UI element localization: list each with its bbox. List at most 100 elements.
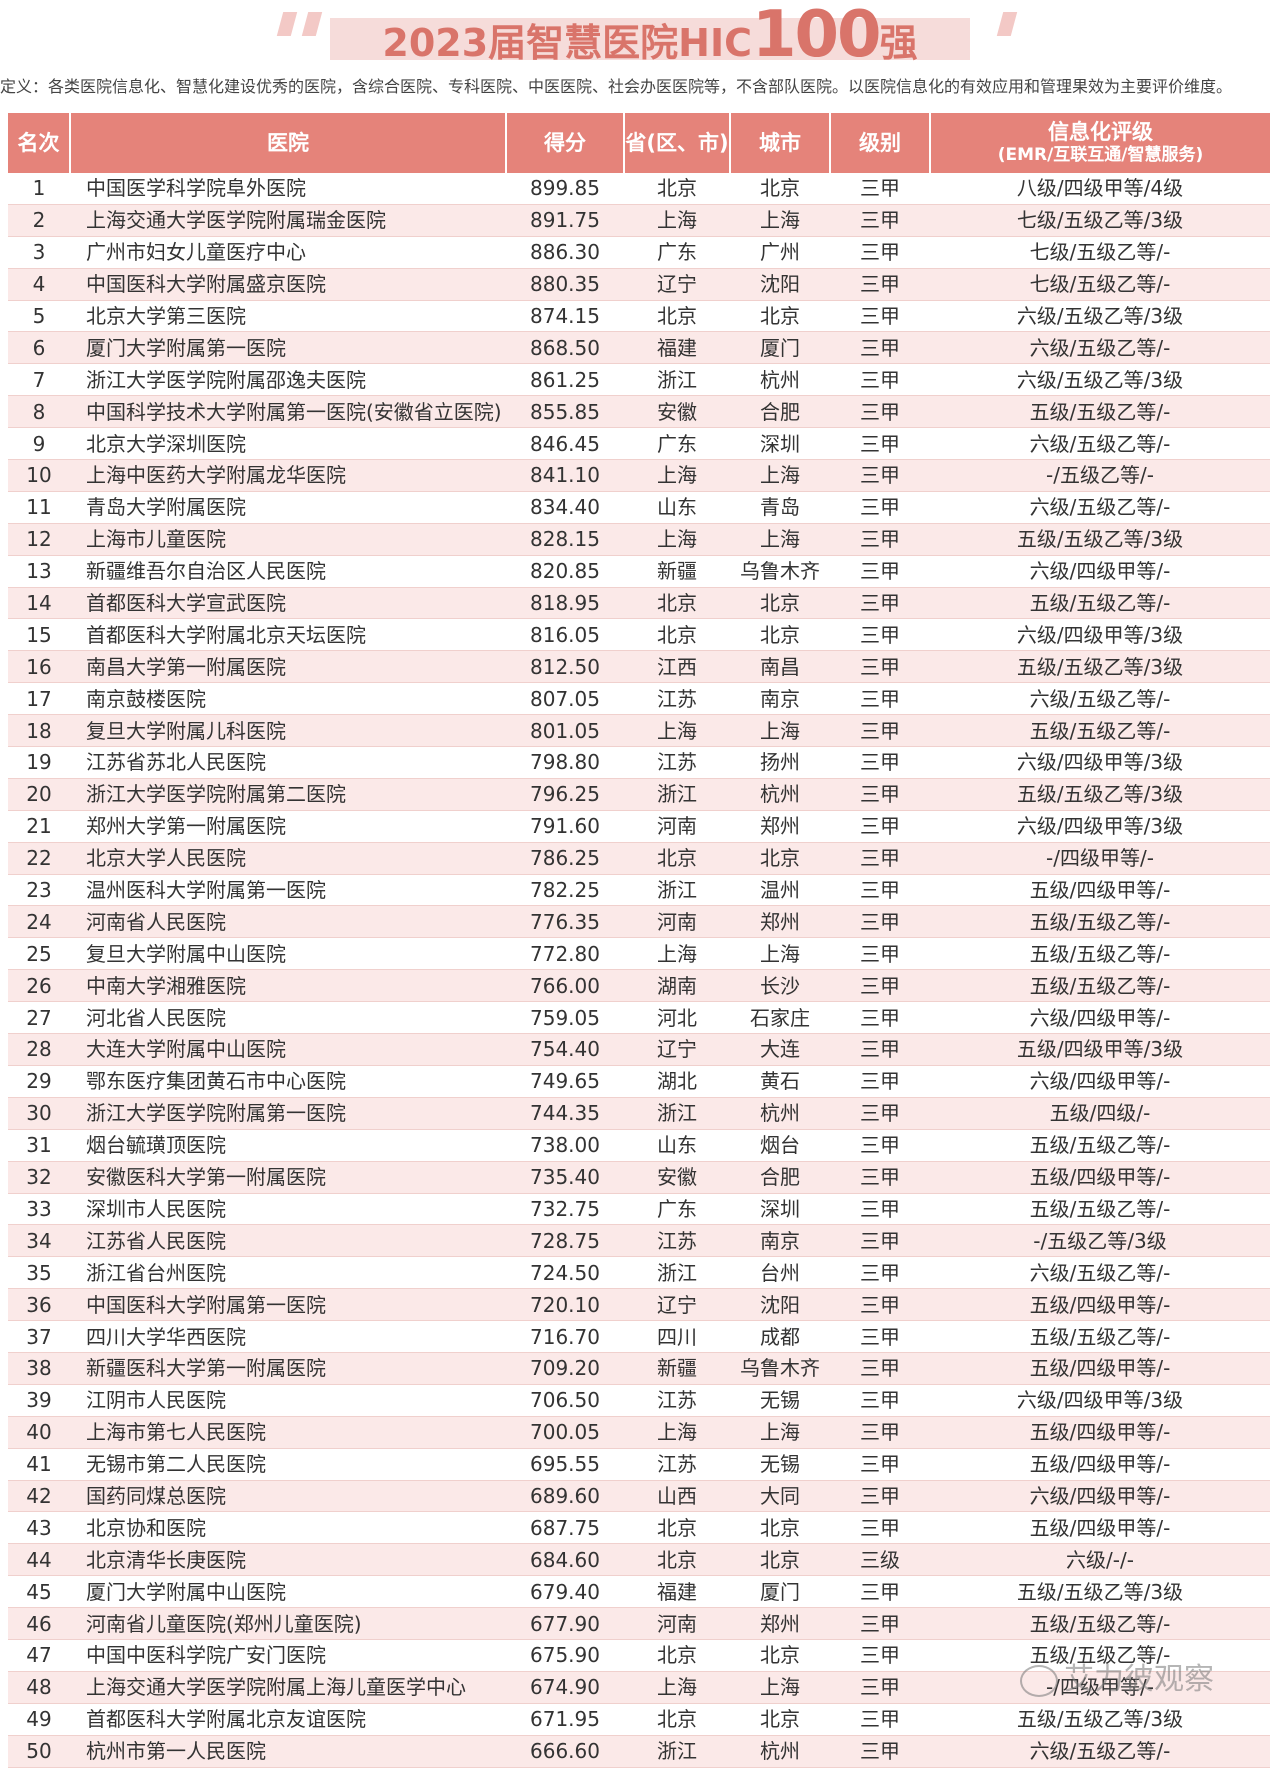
score-cell: 759.05 <box>506 1001 624 1035</box>
table-row: 39 江阴市人民医院 706.50 江苏 无锡 三甲 六级/四级甲等/3级 <box>8 1384 1270 1417</box>
rank-cell: 39 <box>8 1384 70 1417</box>
province-cell: 新疆 <box>624 555 730 588</box>
score-cell: 868.50 <box>506 331 624 365</box>
hospital-cell: 河南省儿童医院(郑州儿童医院) <box>70 1607 506 1640</box>
table-row: 25 复旦大学附属中山医院 772.80 上海 上海 三甲 五级/五级乙等/- <box>8 937 1270 971</box>
level-cell: 三甲 <box>830 618 930 652</box>
rank-cell: 36 <box>8 1288 70 1322</box>
level-cell: 三甲 <box>830 1065 930 1098</box>
table-row: 31 烟台毓璜顶医院 738.00 山东 烟台 三甲 五级/五级乙等/- <box>8 1129 1270 1162</box>
province-cell: 上海 <box>624 714 730 748</box>
rank-cell: 33 <box>8 1193 70 1226</box>
score-cell: 709.20 <box>506 1352 624 1385</box>
level-cell: 三甲 <box>830 1384 930 1417</box>
rating-cell: 五级/五级乙等/- <box>930 395 1270 429</box>
hospital-cell: 四川大学华西医院 <box>70 1320 506 1353</box>
city-cell: 北京 <box>730 1511 830 1545</box>
table-row: 8 中国科学技术大学附属第一医院(安徽省立医院) 855.85 安徽 合肥 三甲 五级/五级… <box>8 395 1270 429</box>
score-cell: 841.10 <box>506 459 624 492</box>
table-row: 28 大连大学附属中山医院 754.40 辽宁 大连 三甲 五级/四级甲等/3级 <box>8 1033 1270 1066</box>
hospital-cell: 深圳市人民医院 <box>70 1193 506 1226</box>
level-cell: 三甲 <box>830 714 930 748</box>
hospital-cell: 中国医科大学附属第一医院 <box>70 1288 506 1322</box>
level-cell: 三甲 <box>830 1193 930 1226</box>
rating-cell: 五级/五级乙等/- <box>930 587 1270 620</box>
hospital-cell: 上海市第七人民医院 <box>70 1416 506 1449</box>
score-cell: 732.75 <box>506 1193 624 1226</box>
rank-cell: 38 <box>8 1352 70 1385</box>
level-cell: 三甲 <box>830 1224 930 1258</box>
level-cell: 三甲 <box>830 1033 930 1066</box>
city-cell: 南昌 <box>730 650 830 684</box>
table-row: 9 北京大学深圳医院 846.45 广东 深圳 三甲 六级/五级乙等/- <box>8 427 1270 461</box>
rating-cell: 六级/四级甲等/3级 <box>930 746 1270 779</box>
rating-cell: 五级/四级甲等/- <box>930 1288 1270 1322</box>
table-row: 34 江苏省人民医院 728.75 江苏 南京 三甲 -/五级乙等/3级 <box>8 1224 1270 1258</box>
score-cell: 671.95 <box>506 1703 624 1736</box>
table-row: 50 杭州市第一人民医院 666.60 浙江 杭州 三甲 六级/五级乙等/- <box>8 1735 1270 1768</box>
rank-cell: 43 <box>8 1511 70 1545</box>
table-row: 48 上海交通大学医学院附属上海儿童医学中心 674.90 上海 上海 三甲 -/四级甲等/… <box>8 1671 1270 1704</box>
rank-cell: 13 <box>8 555 70 588</box>
rating-cell: 六级/五级乙等/3级 <box>930 300 1270 333</box>
level-cell: 三甲 <box>830 1735 930 1768</box>
score-cell: 738.00 <box>506 1129 624 1162</box>
score-cell: 677.90 <box>506 1607 624 1640</box>
city-cell: 上海 <box>730 523 830 556</box>
level-cell: 三甲 <box>830 1416 930 1449</box>
score-cell: 700.05 <box>506 1416 624 1449</box>
table-row: 16 南昌大学第一附属医院 812.50 江西 南昌 三甲 五级/五级乙等/3级 <box>8 650 1270 684</box>
city-cell: 南京 <box>730 682 830 716</box>
table-row: 43 北京协和医院 687.75 北京 北京 三甲 五级/四级甲等/- <box>8 1511 1270 1545</box>
rank-cell: 31 <box>8 1129 70 1162</box>
province-cell: 北京 <box>624 842 730 875</box>
level-cell: 三甲 <box>830 746 930 779</box>
hospital-cell: 首都医科大学附属北京天坛医院 <box>70 618 506 652</box>
level-cell: 三甲 <box>830 1639 930 1672</box>
table-row: 38 新疆医科大学第一附属医院 709.20 新疆 乌鲁木齐 三甲 五级/四级甲等/- <box>8 1352 1270 1385</box>
rating-cell: 六级/四级甲等/3级 <box>930 1384 1270 1417</box>
rating-cell: 六级/五级乙等/3级 <box>930 363 1270 397</box>
rating-cell: 五级/五级乙等/- <box>930 969 1270 1003</box>
rating-cell: 五级/五级乙等/- <box>930 1193 1270 1226</box>
level-cell: 三甲 <box>830 555 930 588</box>
city-cell: 无锡 <box>730 1448 830 1481</box>
province-cell: 湖南 <box>624 969 730 1003</box>
rank-cell: 19 <box>8 746 70 779</box>
score-cell: 772.80 <box>506 937 624 971</box>
city-cell: 上海 <box>730 1671 830 1704</box>
header-rating-label: 信息化评级 <box>1048 120 1153 144</box>
rank-cell: 23 <box>8 874 70 907</box>
hospital-cell: 中国医学科学院阜外医院 <box>70 173 506 205</box>
hospital-cell: 江苏省人民医院 <box>70 1224 506 1258</box>
province-cell: 河南 <box>624 1607 730 1640</box>
table-row: 17 南京鼓楼医院 807.05 江苏 南京 三甲 六级/五级乙等/- <box>8 682 1270 716</box>
rating-cell: 六级/-/- <box>930 1543 1270 1577</box>
hospital-cell: 中国医科大学附属盛京医院 <box>70 268 506 301</box>
city-cell: 上海 <box>730 204 830 237</box>
province-cell: 河南 <box>624 810 730 843</box>
rank-cell: 49 <box>8 1703 70 1736</box>
province-cell: 湖北 <box>624 1065 730 1098</box>
score-cell: 880.35 <box>506 268 624 301</box>
rating-cell: -/五级乙等/3级 <box>930 1224 1270 1258</box>
city-cell: 上海 <box>730 714 830 748</box>
hospital-cell: 大连大学附属中山医院 <box>70 1033 506 1066</box>
level-cell: 三甲 <box>830 1288 930 1322</box>
province-cell: 上海 <box>624 523 730 556</box>
province-cell: 山东 <box>624 1129 730 1162</box>
level-cell: 三甲 <box>830 1256 930 1290</box>
score-cell: 735.40 <box>506 1161 624 1194</box>
level-cell: 三甲 <box>830 1161 930 1194</box>
hospital-cell: 中国科学技术大学附属第一医院(安徽省立医院) <box>70 395 506 429</box>
hospital-cell: 北京大学人民医院 <box>70 842 506 875</box>
score-cell: 782.25 <box>506 874 624 907</box>
province-cell: 北京 <box>624 300 730 333</box>
hospital-cell: 上海中医药大学附属龙华医院 <box>70 459 506 492</box>
level-cell: 三甲 <box>830 1575 930 1609</box>
city-cell: 合肥 <box>730 395 830 429</box>
rating-cell: 六级/四级甲等/- <box>930 1480 1270 1513</box>
rank-cell: 8 <box>8 395 70 429</box>
table-row: 11 青岛大学附属医院 834.40 山东 青岛 三甲 六级/五级乙等/- <box>8 491 1270 524</box>
rank-cell: 16 <box>8 650 70 684</box>
